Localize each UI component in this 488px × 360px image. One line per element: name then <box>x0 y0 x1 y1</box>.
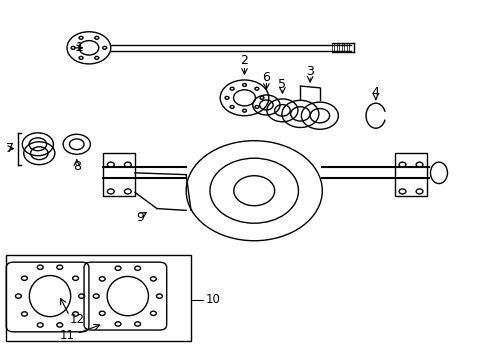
Text: 10: 10 <box>205 293 220 306</box>
Text: 1: 1 <box>76 41 84 54</box>
Text: 9: 9 <box>136 211 143 224</box>
Text: 11: 11 <box>60 329 74 342</box>
Text: 3: 3 <box>305 65 313 78</box>
Text: 5: 5 <box>278 78 286 91</box>
Bar <box>103 153 135 196</box>
Bar <box>6 255 191 341</box>
Bar <box>394 153 426 196</box>
Text: 2: 2 <box>240 54 248 67</box>
Text: 8: 8 <box>73 160 81 173</box>
Text: 7: 7 <box>6 142 14 155</box>
Text: 12: 12 <box>69 313 84 326</box>
Text: 4: 4 <box>371 86 379 99</box>
Text: 6: 6 <box>262 71 270 84</box>
